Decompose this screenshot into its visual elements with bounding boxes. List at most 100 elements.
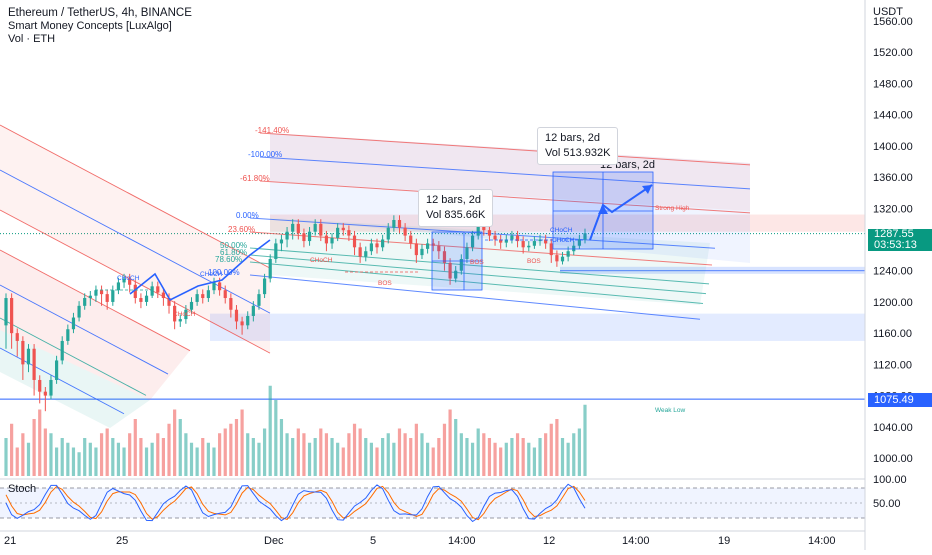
symbol-title[interactable]: Ethereum / TetherUS, 4h, BINANCE	[8, 7, 192, 19]
volume-bar	[156, 433, 160, 476]
candle-body	[341, 227, 345, 231]
volume-bar	[178, 419, 182, 476]
volume-bar	[341, 447, 345, 476]
candle-body	[515, 235, 520, 242]
candle-body	[291, 223, 295, 232]
candle-body	[240, 321, 244, 326]
candle-body	[549, 243, 553, 256]
channel-lower-fill-green	[0, 330, 150, 428]
volume-bar	[128, 433, 132, 476]
candle-body	[544, 239, 548, 244]
volume-indicator-name[interactable]: Vol · ETH	[8, 33, 56, 45]
stoch-label[interactable]: Stoch	[8, 483, 37, 495]
level-price-tag: 1075.49	[868, 393, 932, 407]
volume-bar	[116, 442, 121, 476]
volume-bar	[409, 438, 413, 476]
volume-bar	[144, 447, 149, 476]
range-label-1-bars: 12 bars, 2d	[426, 194, 482, 206]
candle-body	[229, 298, 233, 310]
candle-body	[364, 251, 368, 257]
volume-bar	[257, 442, 261, 476]
candle-body	[184, 309, 188, 320]
fib-level-line	[259, 180, 751, 214]
fib-label: -61.80%	[240, 174, 270, 183]
candle-body	[572, 245, 576, 252]
volume-bar	[60, 438, 64, 476]
volume-bar	[364, 438, 368, 476]
candle-body	[133, 284, 137, 299]
candle-body	[499, 239, 503, 243]
range-label-1-vol: Vol 835.66K	[426, 209, 486, 221]
price-tick-label: 1200.00	[873, 297, 913, 309]
volume-bar	[499, 447, 503, 476]
demand-zone	[210, 313, 865, 341]
channel-line	[0, 284, 169, 375]
fib-fill-top	[270, 133, 750, 211]
candle-body	[319, 223, 323, 236]
volume-bar	[465, 438, 469, 476]
volume-bar	[577, 428, 581, 476]
volume-bar	[555, 419, 559, 476]
price-tick-label: 1160.00	[873, 328, 912, 340]
price-tick-label: 1520.00	[873, 47, 913, 59]
price-tick-label: 1360.00	[873, 172, 913, 184]
candle-body	[15, 333, 19, 341]
fib-level-line	[259, 132, 751, 166]
candle-body	[38, 379, 42, 392]
volume-bar	[246, 433, 250, 476]
candle-body	[274, 243, 278, 260]
volume-bar	[122, 447, 126, 476]
candle-body	[77, 305, 81, 318]
candle-body	[459, 259, 463, 271]
candle-body	[409, 235, 413, 244]
candle-body	[397, 219, 402, 228]
channel-line	[0, 347, 125, 415]
volume-bar	[167, 423, 171, 476]
fib-level-line	[249, 247, 710, 285]
volume-bar	[139, 438, 143, 476]
smc-label: BOS	[527, 258, 541, 265]
candle-body	[442, 251, 447, 263]
candle-body	[465, 247, 469, 260]
volume-bar	[381, 438, 385, 476]
candle-body	[369, 243, 373, 252]
weak-low-label: Weak Low	[655, 407, 686, 414]
volume-bar	[77, 452, 81, 476]
fib-level-line	[249, 217, 716, 249]
projection-arrowhead-mid	[598, 205, 608, 214]
time-tick-label: 25	[116, 535, 128, 547]
volume-bar	[572, 433, 576, 476]
candle-body	[54, 360, 59, 380]
volume-bar	[173, 409, 177, 476]
volume-bar	[274, 400, 278, 476]
volume-bar	[279, 419, 284, 476]
volume-bar	[38, 409, 42, 476]
indicator-name[interactable]: Smart Money Concepts [LuxAlgo]	[8, 20, 172, 32]
volume-bar	[330, 438, 334, 476]
volume-bar	[459, 433, 463, 476]
volume-bar	[538, 438, 542, 476]
smc-label: CHoCH	[200, 271, 223, 278]
volume-bar	[397, 428, 402, 476]
candle-body	[386, 227, 390, 240]
smc-label: BOS	[470, 259, 484, 266]
volume-bar	[133, 419, 137, 476]
volume-bar	[482, 433, 486, 476]
price-tick-label: 1560.00	[873, 16, 913, 28]
candle-body	[336, 227, 340, 238]
candle-body	[392, 219, 396, 228]
volume-bar	[105, 428, 109, 476]
volume-bar	[268, 385, 272, 476]
candle-body	[105, 294, 109, 302]
fib-level-line	[249, 254, 707, 295]
range-label-1: 12 bars, 2d Vol 835.66K	[418, 189, 494, 227]
candle-body	[330, 237, 334, 244]
range-label-2-bars: 12 bars, 2d	[545, 132, 601, 144]
candle-body	[555, 255, 559, 262]
volume-bar	[88, 442, 92, 476]
volume-bar	[111, 438, 115, 476]
candle-body	[66, 329, 70, 341]
volume-bar	[560, 438, 565, 476]
